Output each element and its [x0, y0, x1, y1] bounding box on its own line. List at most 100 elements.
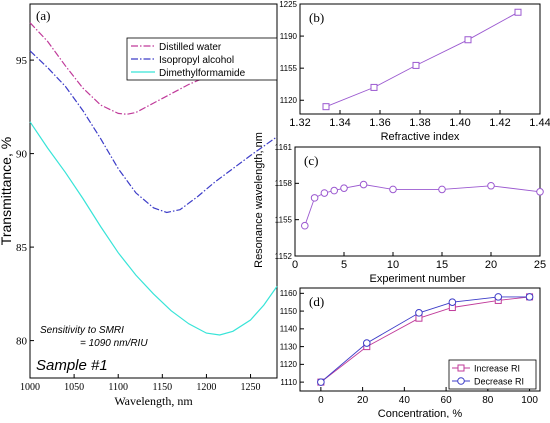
- series-line: [325, 11, 519, 108]
- y-tick-label: 1140: [280, 325, 298, 334]
- plot-frame: [29, 3, 278, 379]
- panel-label: (c): [304, 153, 318, 168]
- y-tick-label: 1130: [280, 342, 298, 351]
- y-tick-label: 90: [16, 148, 28, 160]
- x-tick-label: 10: [387, 259, 399, 271]
- y-tick-label: 1155: [280, 64, 298, 73]
- x-tick-label: 1250: [241, 382, 261, 393]
- x-axis-label: Concentration, %: [378, 408, 463, 418]
- data-point: [514, 8, 522, 16]
- y-tick-label: 80: [16, 335, 28, 347]
- panel-a: 1000 1050 1100 1150 1200 1250 80 85 90 95 Waveleng…: [0, 3, 278, 408]
- y-tick-label: 95: [16, 55, 28, 67]
- legend-marker: [457, 377, 465, 385]
- data-point: [362, 339, 371, 347]
- x-tick-label: 1050: [64, 382, 84, 393]
- x-tick-label: 1.40: [449, 117, 470, 129]
- x-tick-label: 0: [318, 395, 324, 406]
- legend-label: Decrease RI: [474, 377, 524, 387]
- panel-label: (b): [309, 10, 324, 25]
- data-point: [322, 103, 330, 111]
- x-axis-label: Refractive index: [381, 131, 460, 143]
- data-point: [301, 221, 309, 230]
- panel-d: 0 20 40 60 80 100 1110 1120 1130 1140 1150 1160 Conc…: [280, 287, 541, 420]
- data-point: [340, 184, 348, 192]
- y-axis-label: Transmittance, %: [0, 137, 14, 245]
- y-tick-label: 1190: [280, 32, 298, 41]
- legend-label: Increase RI: [474, 364, 520, 374]
- panel-b: 1.32 1.34 1.36 1.38 1.40 1.42 1.44 1120 1155 1190…: [279, 0, 550, 143]
- data-point: [310, 194, 319, 202]
- x-tick-label: 20: [357, 395, 369, 406]
- x-tick-label: 0: [292, 259, 298, 271]
- x-tick-label: 1.34: [329, 117, 350, 129]
- legend-label: Isopropyl alcohol: [159, 55, 234, 66]
- y-tick-label: 1160: [280, 289, 298, 298]
- annotation-text: = 1090 nm/RIU: [80, 338, 148, 349]
- x-tick-label: 15: [436, 259, 448, 271]
- x-tick-label: 1.44: [529, 117, 550, 129]
- x-tick-label: 80: [482, 395, 494, 406]
- panel-label: (d): [309, 294, 324, 309]
- data-point: [317, 378, 325, 386]
- data-point: [536, 188, 544, 196]
- x-tick-label: 60: [441, 395, 453, 406]
- panel-c: 0 5 10 15 20 25 1152 1155 1158 1161 Experiment num…: [253, 132, 546, 285]
- plot-frame: [294, 146, 541, 257]
- legend-label: Dimethylformamide: [159, 68, 246, 79]
- legend-label: Distilled water: [159, 42, 222, 53]
- x-tick-label: 1.42: [489, 117, 510, 129]
- y-tick-label: 1150: [280, 307, 298, 316]
- series-line: [304, 184, 541, 226]
- data-point: [487, 181, 495, 190]
- plot-frame: [299, 287, 541, 392]
- x-tick-label: 1.38: [409, 117, 430, 129]
- data-point: [330, 186, 339, 195]
- x-axis-label: Wavelength, nm: [114, 394, 193, 408]
- data-point: [494, 293, 503, 301]
- y-tick-label: 1225: [279, 0, 297, 9]
- data-point: [370, 83, 378, 91]
- x-axis-label: Experiment number: [370, 273, 466, 285]
- x-tick-label: 40: [399, 395, 411, 406]
- data-point: [438, 185, 446, 194]
- y-tick-label: 1120: [280, 96, 298, 105]
- y-tick-label: 1110: [280, 378, 297, 387]
- y-tick-label: 1152: [275, 252, 293, 261]
- y-tick-label: 1158: [275, 179, 293, 188]
- series-line: [29, 50, 278, 214]
- y-tick-label: 1161: [275, 143, 293, 152]
- x-tick-label: 1200: [196, 382, 216, 393]
- x-tick-label: 1000: [20, 382, 40, 393]
- series-line: [320, 296, 530, 383]
- x-tick-label: 1.32: [289, 117, 310, 129]
- data-point: [448, 298, 457, 307]
- legend-marker: [457, 364, 465, 372]
- x-tick-label: 1150: [153, 382, 173, 393]
- x-tick-label: 20: [485, 259, 497, 271]
- legend-box: [126, 37, 278, 81]
- x-tick-label: 5: [341, 259, 347, 271]
- series-line: [29, 121, 278, 336]
- sample-label: Sample #1: [36, 357, 108, 374]
- x-tick-label: 1100: [108, 382, 128, 393]
- data-point: [359, 180, 368, 189]
- y-tick-label: 1155: [275, 215, 293, 224]
- series-line: [320, 296, 530, 383]
- data-point: [525, 293, 534, 301]
- data-point: [320, 189, 329, 197]
- y-axis-label: Resonance wavelength, nm: [253, 132, 265, 268]
- y-tick-label: 85: [16, 242, 28, 254]
- data-point: [464, 36, 472, 44]
- data-point: [412, 61, 420, 69]
- panel-label: (a): [36, 8, 50, 23]
- data-point: [389, 185, 397, 194]
- data-point: [415, 309, 423, 317]
- x-tick-label: 1.36: [369, 117, 390, 129]
- y-tick-label: 1120: [280, 360, 298, 369]
- annotation-text: Sensitivity to SMRI: [40, 325, 124, 336]
- x-tick-label: 25: [534, 259, 546, 271]
- x-tick-label: 100: [521, 395, 538, 406]
